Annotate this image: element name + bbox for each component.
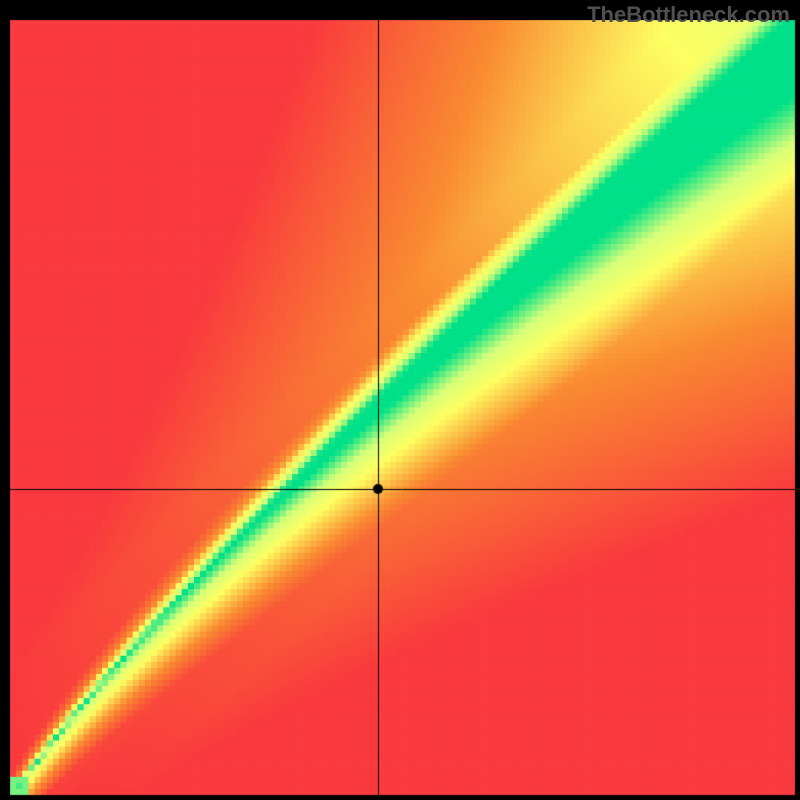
heatmap-canvas: [0, 0, 800, 800]
watermark-text: TheBottleneck.com: [587, 2, 790, 28]
chart-container: TheBottleneck.com: [0, 0, 800, 800]
